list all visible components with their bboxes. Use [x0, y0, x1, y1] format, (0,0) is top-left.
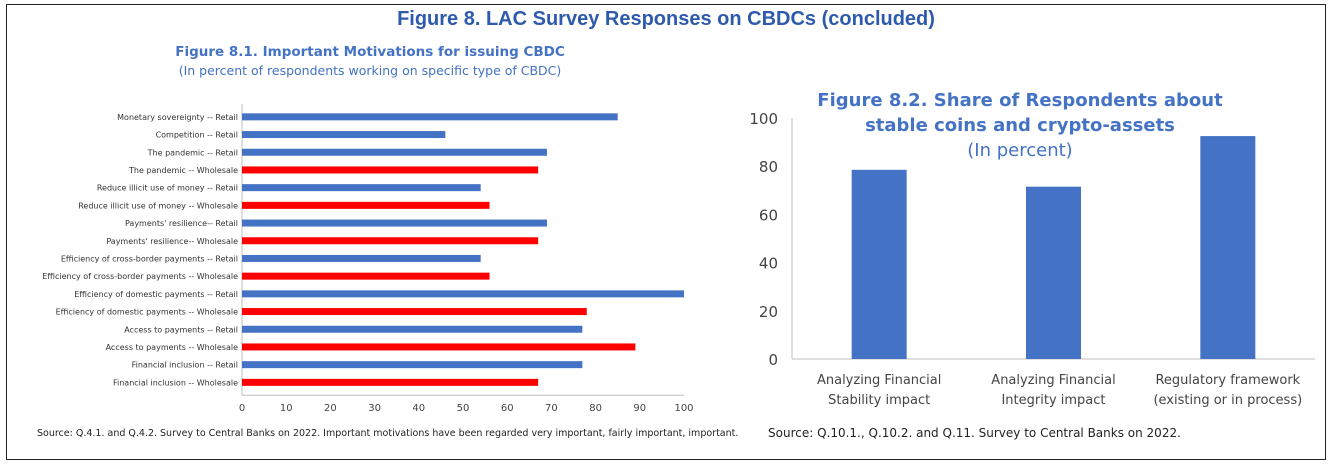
chart1-bar — [242, 113, 618, 121]
chart2-title-line1: Figure 8.2. Share of Respondents about — [817, 90, 1223, 111]
chart1-bar — [242, 325, 583, 333]
chart2-bar — [1200, 136, 1256, 359]
chart1-bar — [242, 148, 547, 156]
chart1-category-label: Competition -- Retail — [156, 131, 238, 140]
chart1-x-tick-label: 40 — [412, 403, 425, 414]
chart1-category-label: Reduce illicit use of money -- Wholesale — [78, 201, 238, 210]
chart2-category-label: Integrity impact — [1001, 393, 1105, 408]
chart1-category-label: Efficiency of cross-border payments -- W… — [42, 272, 238, 281]
chart1-category-label: Financial inclusion -- Wholesale — [113, 378, 238, 387]
chart1-x-tick-label: 80 — [589, 403, 602, 414]
chart2-y-tick-label: 20 — [759, 303, 778, 321]
chart1-category-label: Access to payments -- Retail — [124, 325, 238, 334]
chart1-category-label: Reduce illicit use of money -- Retail — [97, 184, 238, 193]
chart1-bar — [242, 131, 446, 139]
chart2-stablecoins: 0 20 40 60 80 100 Analyzing Financial Stability… — [749, 110, 1315, 408]
chart1-category-label: Access to payments -- Wholesale — [106, 343, 238, 352]
chart1-bar — [242, 254, 481, 262]
chart1-category-label: The pandemic -- Retail — [147, 148, 238, 157]
chart1-x-tick-label: 20 — [324, 403, 337, 414]
chart1-bar — [242, 219, 547, 227]
chart1-bar — [242, 201, 490, 209]
chart2-y-tick-label: 80 — [759, 158, 778, 176]
chart2-subtitle: (In percent) — [967, 140, 1073, 161]
chart2-category-label: Regulatory framework — [1155, 373, 1300, 388]
chart1-category-label: Payments' resilience-- Wholesale — [106, 237, 238, 246]
chart1-category-label: Efficiency of domestic payments -- Whole… — [56, 308, 238, 317]
chart1-x-tick-label: 50 — [457, 403, 470, 414]
chart1-motivations: Monetary sovereignty -- Retail Competitio… — [42, 104, 694, 414]
chart1-bar — [242, 166, 539, 174]
chart2-bar — [1026, 186, 1081, 359]
chart1-bar — [242, 343, 636, 351]
chart2-y-tick-label: 40 — [759, 255, 778, 273]
chart1-title: Figure 8.1. Important Motivations for is… — [175, 44, 565, 60]
chart1-x-tick-label: 30 — [368, 403, 381, 414]
figure-title: Figure 8. LAC Survey Responses on CBDCs … — [397, 8, 935, 30]
chart1-category-label: Payments' resilience-- Retail — [125, 219, 238, 228]
chart1-x-tick-label: 90 — [633, 403, 646, 414]
chart1-bar — [242, 290, 684, 298]
chart1-x-tick-label: 10 — [280, 403, 293, 414]
chart2-title: Figure 8.2. Share of Respondents about s… — [760, 88, 1280, 138]
chart1-bar — [242, 272, 490, 280]
chart1-bar — [242, 378, 539, 386]
chart2-category-label: Analyzing Financial — [991, 373, 1115, 388]
chart2-category-label: Analyzing Financial — [817, 373, 941, 388]
chart2-category-label: (existing or in process) — [1153, 393, 1302, 408]
chart1-source: Source: Q.4.1. and Q.4.2. Survey to Cent… — [37, 428, 739, 439]
chart2-bar — [851, 169, 907, 359]
chart1-bar — [242, 184, 481, 192]
chart1-category-label: Efficiency of cross-border payments -- R… — [61, 254, 238, 263]
chart1-category-label: Monetary sovereignty -- Retail — [117, 113, 238, 122]
chart2-y-tick-label: 60 — [759, 206, 778, 224]
chart2-y-tick-label: 0 — [768, 351, 778, 369]
chart1-subtitle: (In percent of respondents working on sp… — [178, 63, 562, 78]
chart2-source: Source: Q.10.1., Q.10.2. and Q.11. Surve… — [768, 426, 1181, 440]
chart2-y-tick-label: 100 — [749, 110, 778, 128]
chart1-x-tick-label: 0 — [239, 403, 245, 414]
chart1-bar — [242, 237, 539, 245]
chart1-x-tick-label: 100 — [674, 403, 693, 414]
chart1-bar — [242, 308, 587, 316]
figure-frame — [6, 4, 1326, 460]
chart1-category-label: Efficiency of domestic payments -- Retai… — [74, 290, 238, 299]
chart2-title-line2: stable coins and crypto-assets — [865, 115, 1175, 136]
chart1-x-tick-label: 60 — [501, 403, 514, 414]
chart2-category-label: Stability impact — [828, 393, 930, 408]
chart1-bar — [242, 361, 583, 369]
chart1-x-tick-label: 70 — [545, 403, 558, 414]
chart1-category-label: The pandemic -- Wholesale — [128, 166, 238, 175]
chart1-category-label: Financial inclusion -- Retail — [132, 361, 238, 370]
